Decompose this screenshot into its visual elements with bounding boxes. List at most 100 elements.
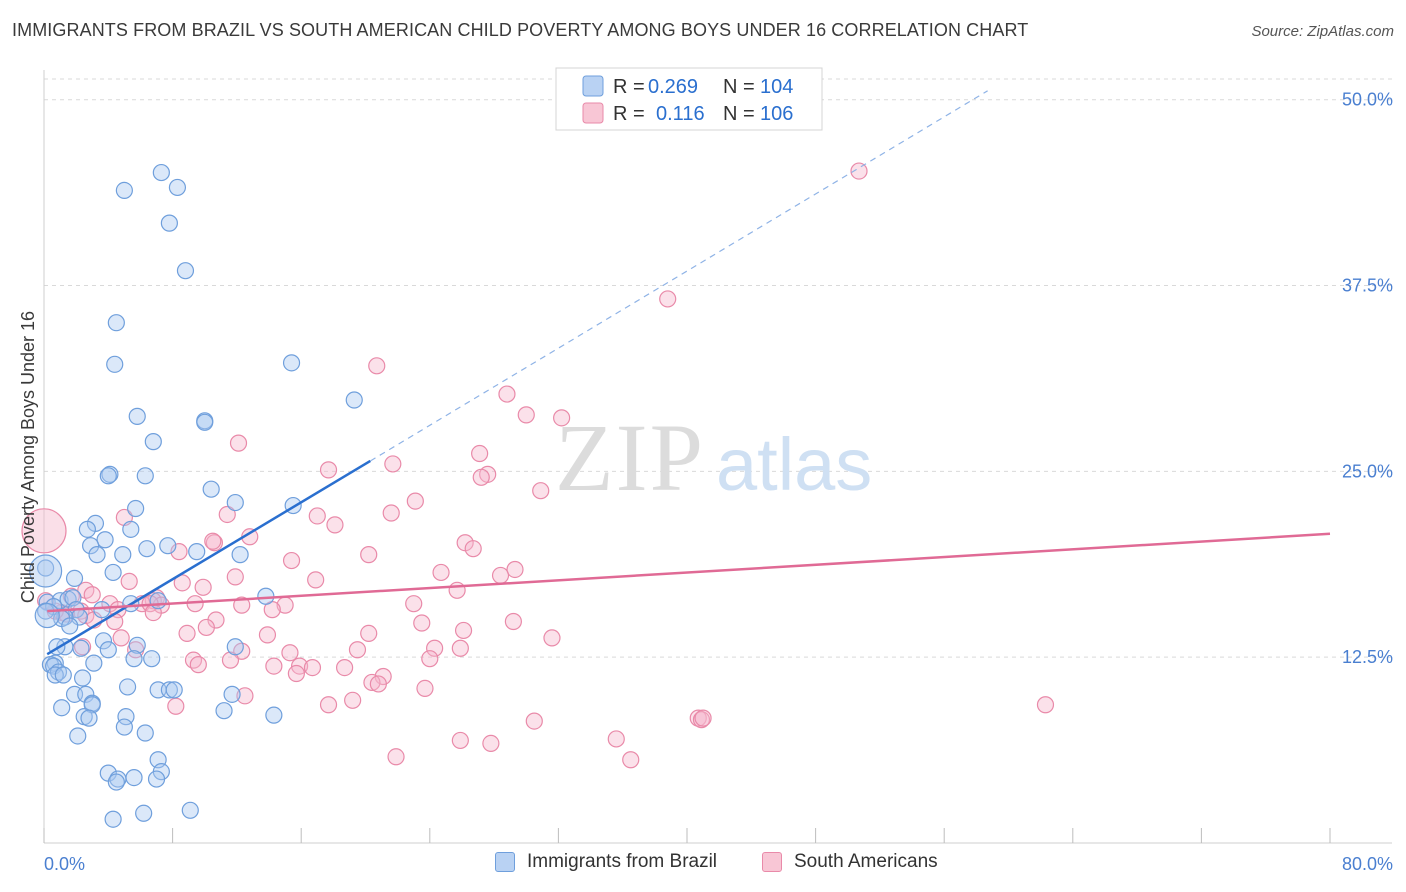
legend-n-label-2: N =: [723, 103, 755, 125]
south-americans-point: [194, 578, 212, 596]
brazil-point: [127, 499, 145, 518]
south-americans-point: [622, 751, 640, 769]
y-ticks: 12.5% 25.0% 37.5% 50.0%: [1342, 90, 1393, 667]
south-americans-point: [368, 357, 386, 375]
south-americans-point: [525, 712, 543, 730]
legend-r-label-1: R =: [613, 76, 645, 98]
brazil-point: [144, 433, 162, 451]
brazil-point: [53, 699, 71, 717]
south-americans-points: [21, 162, 1055, 769]
brazil-point: [135, 804, 153, 822]
south-americans-point: [348, 641, 367, 659]
south-americans-point: [504, 612, 522, 631]
brazil-point: [165, 681, 183, 699]
brazil-point: [107, 773, 125, 791]
legend-r-value-2: 0.116: [656, 103, 705, 125]
x-ticks: 0.0% 80.0%: [43, 828, 1393, 874]
brazil-point: [188, 543, 206, 561]
brazil-point: [80, 709, 98, 727]
south-americans-point: [482, 734, 500, 753]
south-americans-point: [464, 540, 482, 558]
y-axis-label: Child Poverty Among Boys Under 16: [18, 311, 38, 603]
brazil-point: [73, 669, 92, 687]
y-tick-label: 37.5%: [1342, 276, 1393, 296]
y-tick-label: 25.0%: [1342, 461, 1393, 481]
brazil-point: [37, 559, 55, 577]
south-americans-point: [319, 696, 338, 714]
south-americans-point: [307, 571, 325, 589]
south-americans-point: [506, 560, 524, 579]
brazil-point: [147, 770, 166, 788]
brazil-point: [136, 467, 154, 485]
south-americans-point: [607, 730, 625, 748]
correlation-legend: R = 0.269 N = 104 R = 0.116 N = 106: [555, 67, 823, 131]
series-legend: Immigrants from Brazil South Americans: [0, 851, 1406, 879]
brazil-point: [94, 632, 113, 650]
brazil-point: [99, 641, 117, 659]
brazil-point: [49, 663, 68, 681]
south-americans-point: [491, 566, 510, 585]
brazil-point: [202, 480, 220, 498]
south-americans-point: [303, 658, 322, 677]
brazil-point: [143, 650, 161, 668]
brazil-point: [118, 678, 137, 696]
brazil-point: [72, 639, 90, 657]
brazil-point: [160, 681, 178, 699]
chart-title: IMMIGRANTS FROM BRAZIL VS SOUTH AMERICAN…: [12, 20, 1029, 40]
south-americans-point: [336, 658, 354, 677]
legend-label-brazil: Immigrants from Brazil: [527, 851, 718, 872]
brazil-point: [128, 636, 146, 654]
south-americans-point: [517, 406, 535, 424]
brazil-point: [82, 537, 100, 555]
brazil-point: [77, 685, 95, 703]
brazil-point: [128, 407, 146, 425]
brazil-point: [257, 587, 275, 605]
legend-r-value-1: 0.269: [648, 76, 698, 98]
brazil-point: [104, 810, 122, 828]
south-americans-point: [694, 709, 712, 727]
source-credit: Source: ZipAtlas.com: [1251, 23, 1394, 40]
brazil-trend-line: [46, 459, 371, 656]
brazil-point: [176, 262, 195, 280]
south-americans-point: [382, 504, 400, 522]
south-americans-point: [287, 664, 305, 683]
brazil-point: [93, 601, 111, 619]
brazil-trend-extension: [370, 90, 988, 462]
legend-r-label-2: R =: [613, 103, 645, 125]
south-americans-point: [532, 482, 550, 500]
brazil-point: [226, 493, 244, 512]
brazil-point: [107, 314, 125, 332]
brazil-point: [125, 650, 143, 668]
south-americans-point: [233, 596, 251, 614]
south-americans-point: [178, 624, 196, 642]
south-americans-point: [226, 568, 244, 586]
brazil-point: [181, 801, 199, 819]
brazil-point: [231, 546, 249, 564]
south-americans-point: [471, 444, 489, 463]
brazil-point: [85, 654, 103, 672]
south-americans-point: [421, 650, 439, 668]
legend-swatch-south-americans: [762, 852, 782, 872]
south-americans-point: [344, 691, 362, 709]
brazil-point: [78, 520, 97, 538]
legend-swatch-brazil: [495, 852, 515, 872]
south-americans-point: [204, 532, 222, 550]
y-tick-label: 12.5%: [1342, 647, 1393, 667]
brazil-point: [61, 617, 79, 635]
south-americans-point: [221, 651, 240, 669]
south-americans-point: [543, 629, 561, 647]
brazil-point: [226, 638, 244, 656]
south-americans-point: [451, 731, 469, 750]
south-americans-point: [218, 505, 236, 524]
south-americans-point: [553, 409, 571, 427]
brazil-point: [149, 592, 167, 610]
legend-swatch-pink: [582, 102, 604, 124]
south-americans-point: [363, 673, 381, 692]
south-americans-point: [498, 385, 516, 403]
brazil-point: [54, 666, 72, 684]
south-americans-point: [189, 656, 207, 674]
brazil-point: [96, 531, 114, 549]
south-americans-point: [406, 492, 424, 510]
brazil-point: [88, 546, 106, 564]
brazil-point: [65, 569, 84, 587]
